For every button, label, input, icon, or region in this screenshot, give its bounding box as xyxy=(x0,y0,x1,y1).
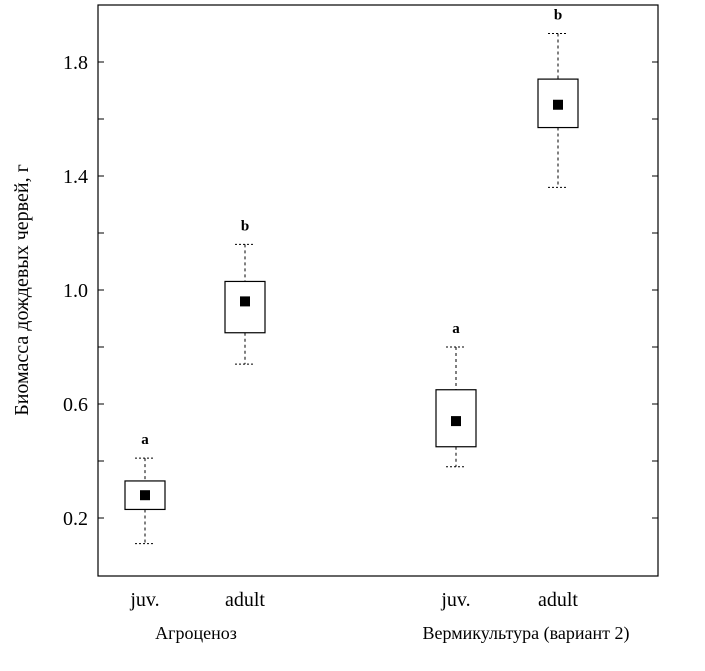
group-label: Агроценоз xyxy=(155,623,237,643)
box-3: b xyxy=(537,8,579,188)
mean-marker xyxy=(553,99,563,110)
box-0: a xyxy=(124,432,166,545)
category-label: juv. xyxy=(440,589,470,611)
mean-marker xyxy=(240,296,250,307)
y-tick-label: 0.6 xyxy=(63,394,88,416)
box-series: a b a b xyxy=(124,8,579,545)
box-2: a xyxy=(435,321,477,468)
category-label: juv. xyxy=(129,589,159,611)
y-tick-label: 0.2 xyxy=(63,508,88,530)
category-label: adult xyxy=(538,589,578,611)
mean-marker xyxy=(140,490,150,501)
y-axis-ticks: 0.2 0.6 1.0 1.4 1.8 xyxy=(63,52,658,530)
box-rect xyxy=(224,280,266,334)
x-axis-labels: juv. adult juv. adult Агроценоз Вермикультура… xyxy=(129,589,629,644)
box-1: b xyxy=(224,218,266,365)
category-label: adult xyxy=(225,589,265,611)
significance-letter: b xyxy=(554,8,562,24)
y-tick-label: 1.8 xyxy=(63,52,88,74)
group-label: Вермикультура (вариант 2) xyxy=(423,623,630,644)
mean-marker xyxy=(451,416,461,427)
significance-letter: b xyxy=(241,218,249,234)
significance-letter: a xyxy=(141,432,149,448)
y-tick-label: 1.0 xyxy=(63,280,88,302)
y-axis-label: Биомасса дождевых червей, г xyxy=(11,164,33,416)
y-tick-label: 1.4 xyxy=(63,166,88,188)
significance-letter: a xyxy=(452,321,460,337)
